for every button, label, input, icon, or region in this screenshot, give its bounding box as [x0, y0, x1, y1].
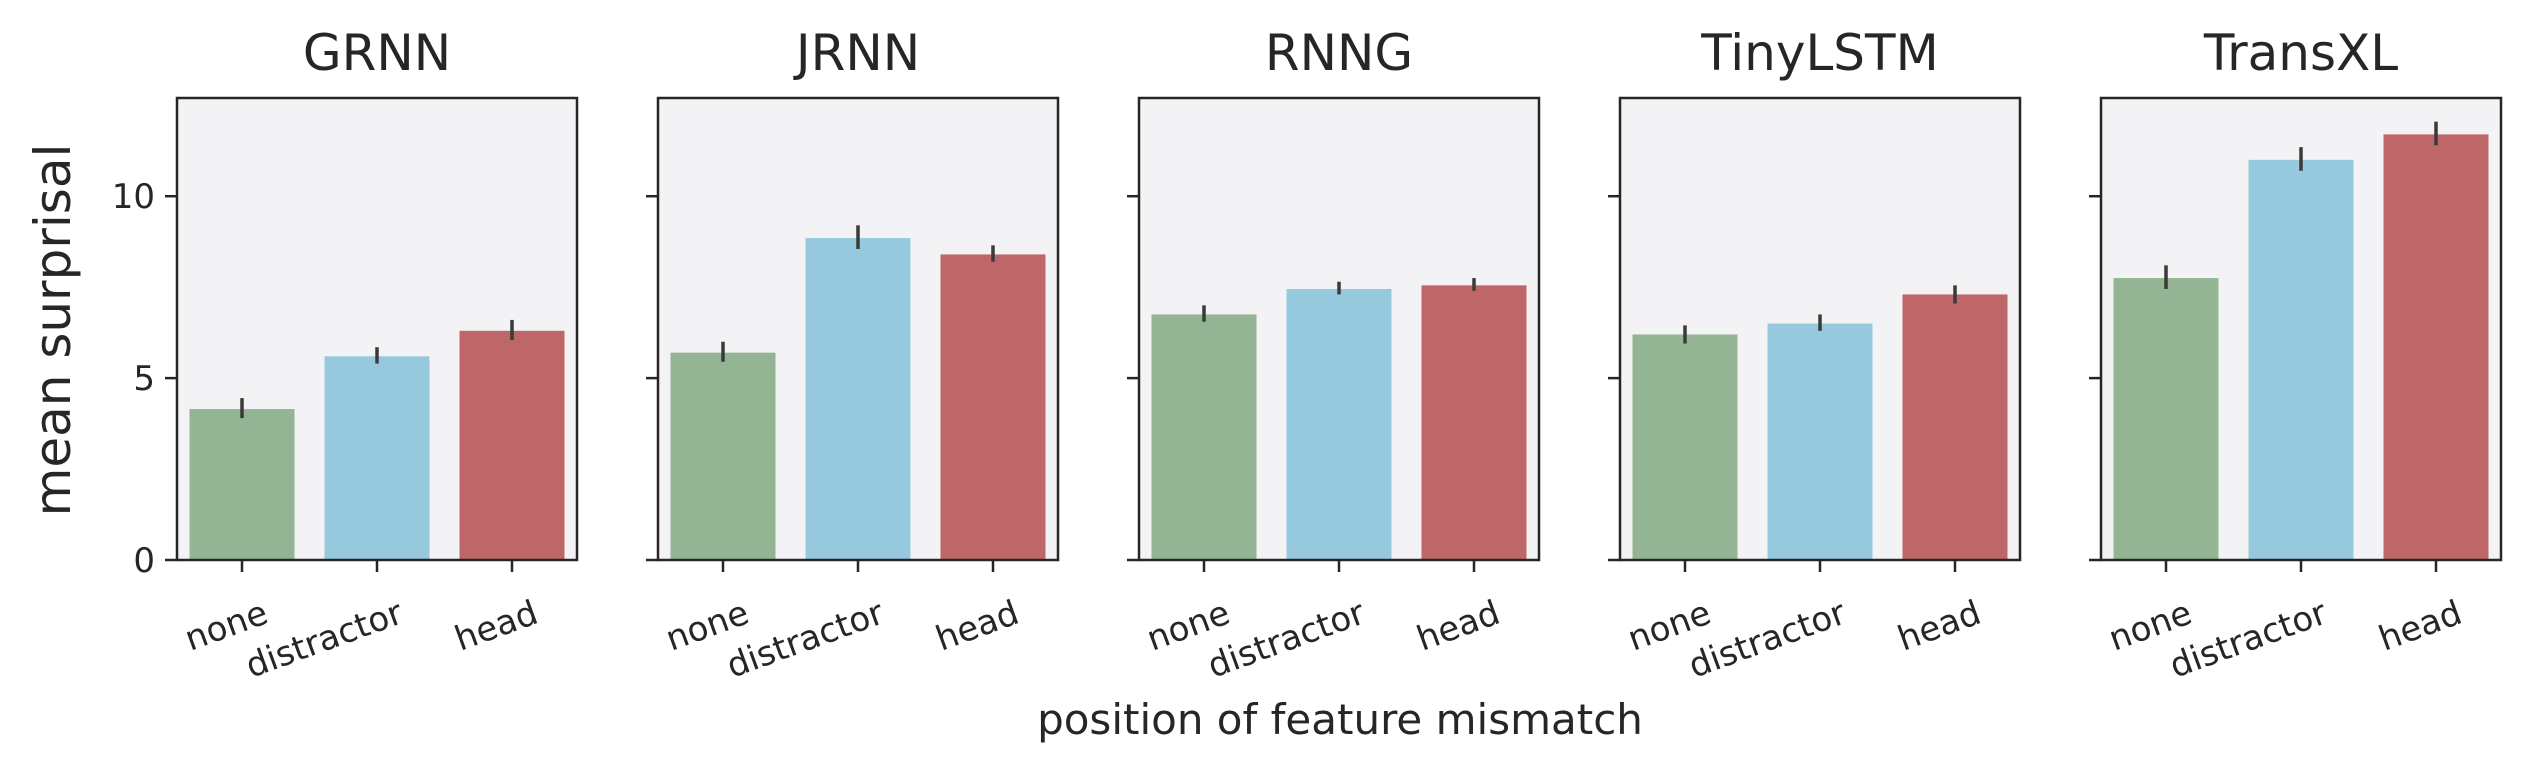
panel-title: JRNN: [793, 24, 920, 82]
x-tick-label-head: head: [931, 593, 1024, 660]
x-axis-label: position of feature mismatch: [1037, 695, 1643, 744]
panel-title: TransXL: [2203, 24, 2398, 82]
bar-none: [1632, 334, 1738, 560]
x-tick-label-head: head: [1412, 593, 1505, 660]
bar-head: [940, 254, 1046, 560]
x-tick-label-head: head: [450, 593, 543, 660]
y-tick-label: 5: [133, 359, 155, 399]
bar-distractor: [324, 356, 430, 560]
x-tick-label-distractor: distractor: [722, 593, 890, 687]
x-tick-label-head: head: [2374, 593, 2467, 660]
bar-distractor: [805, 238, 911, 560]
panel-title: GRNN: [303, 24, 451, 82]
bar-none: [2113, 278, 2219, 560]
bar-distractor: [1767, 323, 1873, 560]
panel-title: RNNG: [1265, 24, 1413, 82]
bar-head: [1421, 285, 1527, 560]
bar-none: [1151, 314, 1257, 560]
bar-none: [189, 409, 295, 560]
bar-head: [459, 330, 565, 560]
x-tick-label-distractor: distractor: [1203, 593, 1371, 687]
panel-title: TinyLSTM: [1700, 24, 1938, 82]
bar-none: [670, 352, 776, 560]
y-tick-label: 0: [133, 541, 155, 581]
x-tick-label-head: head: [1893, 593, 1986, 660]
bar-head: [1902, 294, 2008, 560]
x-tick-label-distractor: distractor: [241, 593, 409, 687]
bar-distractor: [1286, 288, 1392, 560]
bar-head: [2383, 134, 2489, 560]
x-tick-label-distractor: distractor: [1684, 593, 1852, 687]
y-axis-label: mean surprisal: [24, 144, 82, 517]
bar-distractor: [2248, 159, 2354, 560]
y-tick-label: 10: [112, 177, 155, 217]
x-tick-label-distractor: distractor: [2165, 593, 2333, 687]
